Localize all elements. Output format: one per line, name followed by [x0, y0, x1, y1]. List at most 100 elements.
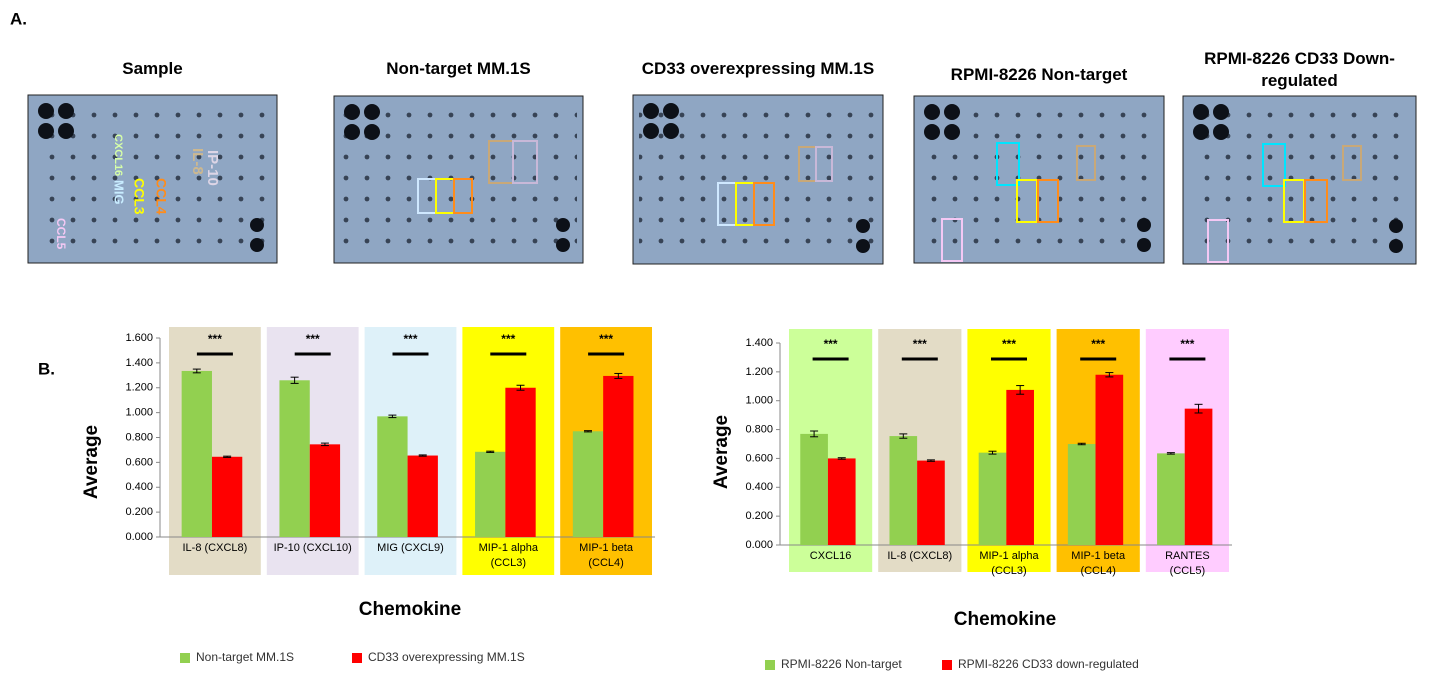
error-bar — [192, 368, 201, 374]
reference-spot — [38, 103, 54, 119]
panel-label: B. — [38, 359, 55, 378]
significance: *** — [403, 332, 417, 346]
error-bar — [388, 414, 397, 419]
bar — [1067, 444, 1096, 545]
legend-label: Non-target MM.1S — [196, 650, 294, 664]
blot-dots — [639, 101, 877, 258]
error-bar — [988, 450, 997, 455]
reference-spot — [856, 239, 870, 253]
y-tick-label: 0.800 — [745, 423, 773, 435]
significance: *** — [208, 332, 222, 346]
y-tick-label: 0.000 — [125, 531, 153, 543]
y-tick-label: 1.600 — [125, 332, 153, 344]
error-bar — [1016, 385, 1025, 395]
bar — [1095, 374, 1124, 545]
y-tick-label: 0.400 — [125, 481, 153, 493]
significance: *** — [501, 332, 515, 346]
y-tick-label: 1.400 — [125, 357, 153, 369]
bar — [279, 380, 310, 537]
bar — [1006, 389, 1034, 545]
reference-spot — [58, 103, 74, 119]
bar — [1157, 453, 1185, 545]
bar — [377, 416, 408, 537]
highlight-box — [1037, 179, 1059, 223]
highlight-box — [512, 140, 538, 184]
bar — [800, 433, 828, 545]
reference-spot — [1137, 238, 1151, 252]
y-axis-title: Average — [711, 415, 732, 489]
sample-label: CCL3 — [131, 178, 147, 215]
blot-title: CD33 overexpressing MM.1S — [641, 59, 875, 78]
x-tick-label: RANTES (CCL5) — [1165, 550, 1210, 577]
error-bar — [1194, 403, 1203, 414]
x-tick-label: MIP-1 beta (CCL4) — [1071, 550, 1126, 577]
sample-label: IL-8 — [189, 148, 206, 175]
error-bar — [516, 384, 525, 391]
reference-spot — [58, 123, 74, 139]
error-bar — [486, 450, 495, 453]
error-bar — [926, 459, 935, 462]
x-tick-label: MIP-1 alpha (CCL3) — [979, 550, 1039, 577]
error-bar — [810, 430, 819, 438]
sample-label: MIG — [112, 180, 127, 205]
y-tick-label: 0.000 — [745, 539, 773, 551]
bar — [889, 436, 918, 545]
y-tick-label: 1.200 — [125, 382, 153, 394]
bar — [572, 431, 604, 537]
reference-spot — [344, 124, 360, 140]
reference-spot — [556, 218, 570, 232]
bar — [211, 456, 243, 537]
x-axis-title: Chemokine — [954, 609, 1056, 630]
y-tick-label: 1.000 — [125, 407, 153, 419]
x-tick-label: MIP-1 beta (CCL4) — [579, 542, 633, 569]
significance: *** — [1002, 337, 1016, 351]
significance: *** — [599, 332, 613, 346]
error-bar — [584, 430, 593, 433]
sample-label: CCL5 — [54, 218, 68, 250]
y-tick-label: 0.800 — [125, 431, 153, 443]
reference-spot — [643, 103, 659, 119]
x-tick-label: MIP-1 alpha (CCL3) — [478, 542, 538, 569]
reference-spot — [1213, 104, 1229, 120]
error-bar — [1105, 372, 1114, 378]
reference-spot — [1193, 124, 1209, 140]
error-bar — [614, 372, 623, 379]
reference-spot — [250, 218, 264, 232]
blot-title: Sample — [122, 59, 183, 78]
highlight-box — [1262, 143, 1286, 187]
reference-spot — [364, 104, 380, 120]
highlight-box — [996, 142, 1020, 186]
reference-spot — [556, 238, 570, 252]
y-tick-label: 0.600 — [125, 456, 153, 468]
sample-label: CCL4 — [153, 178, 169, 215]
bar — [978, 452, 1007, 545]
legend-label: RPMI-8226 CD33 down-regulated — [958, 657, 1139, 671]
y-axis-title: Average — [81, 425, 102, 499]
significance: *** — [824, 337, 838, 351]
reference-spot — [1389, 239, 1403, 253]
highlight-box — [453, 178, 473, 214]
legend-label: CD33 overexpressing MM.1S — [368, 650, 525, 664]
legend-label: RPMI-8226 Non-target — [781, 657, 902, 671]
significance: *** — [1091, 337, 1105, 351]
highlight-box — [815, 146, 833, 182]
sample-label: CXCL16 — [112, 134, 124, 176]
x-tick-label: IP-10 (CXCL10) — [273, 542, 352, 554]
error-bar — [418, 454, 427, 457]
reference-spot — [250, 238, 264, 252]
highlight-box — [1342, 145, 1362, 181]
error-bar — [290, 376, 299, 384]
error-bar — [320, 442, 329, 447]
significance: *** — [913, 337, 927, 351]
bar — [505, 387, 536, 537]
y-tick-label: 1.400 — [745, 337, 773, 349]
reference-spot — [1193, 104, 1209, 120]
highlight-box — [1076, 145, 1096, 181]
y-tick-label: 0.200 — [745, 510, 773, 522]
reference-spot — [663, 123, 679, 139]
y-tick-label: 0.400 — [745, 481, 773, 493]
significance: *** — [306, 332, 320, 346]
y-tick-label: 1.200 — [745, 366, 773, 378]
